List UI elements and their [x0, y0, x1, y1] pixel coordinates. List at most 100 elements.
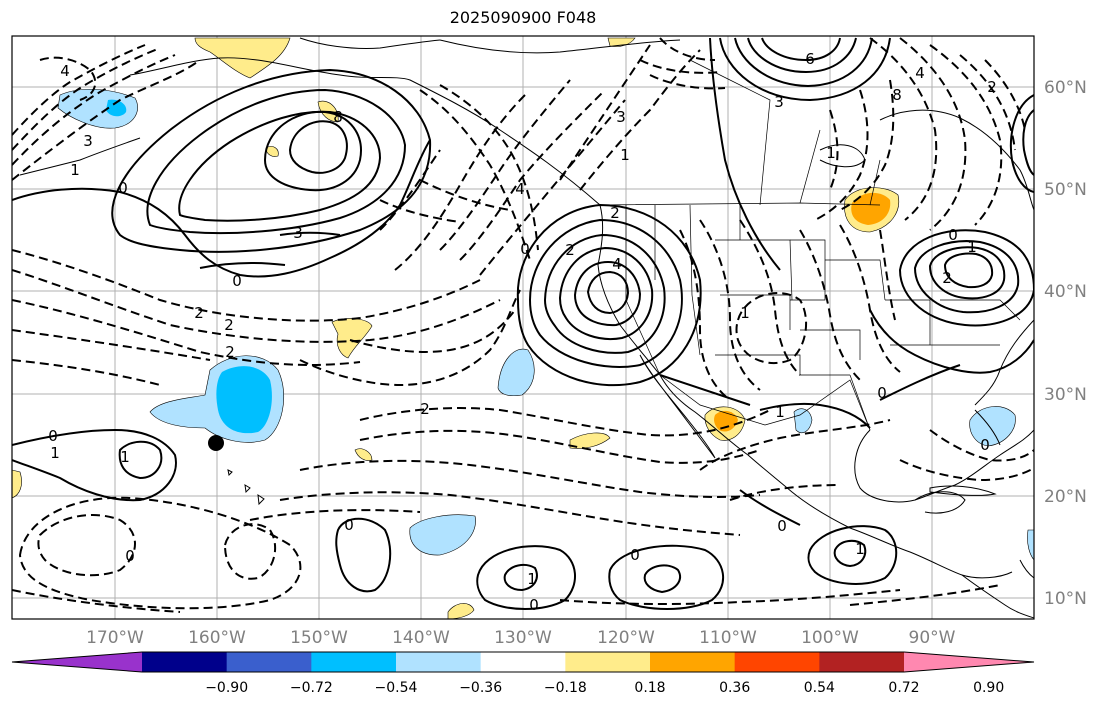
alaska-coast [129, 57, 601, 206]
map-frame [11, 35, 1035, 620]
lat-label-20: 20°N [1044, 487, 1087, 507]
contour-label: 0 [630, 546, 640, 564]
shaded-anomalies [12, 37, 1034, 619]
contour-label: 0 [520, 240, 530, 258]
lon-label-100w: 100°W [801, 628, 859, 648]
sa-coast [1019, 559, 1034, 579]
dash-mexico-2 [729, 484, 841, 501]
hawaii-1 [227, 469, 233, 477]
contour-low-nw-4 [263, 110, 362, 192]
station-dot [208, 435, 224, 451]
dashed-contours [12, 37, 1034, 613]
colorbar-segment [650, 652, 736, 672]
contour-right-edge2 [1022, 109, 1034, 176]
contour-mid-3 [279, 231, 341, 236]
contour-label: 0 [125, 547, 135, 565]
dash-central-8 [559, 44, 651, 181]
dash-mid-2a [12, 249, 481, 322]
lon-label-160w: 160°W [188, 628, 246, 648]
colorbar-segment [226, 652, 312, 672]
contour-sw-low-4 [573, 260, 642, 327]
dash-ne-4 [959, 54, 1016, 151]
contour-label: 0 [948, 226, 958, 244]
contour-label: 2 [194, 304, 204, 322]
colorbar-segment [396, 652, 482, 672]
dash-central-5 [439, 79, 571, 251]
dash-mexico-1 [699, 419, 891, 471]
shade-yellow-left [12, 469, 22, 499]
dash-central-1 [419, 89, 531, 261]
contour-ne-low-1 [898, 229, 1034, 327]
contour-1-oval2 [608, 544, 725, 610]
canada-east [879, 109, 1034, 211]
contour-label: 0 [980, 436, 990, 454]
dash-sub-5 [249, 509, 421, 521]
colorbar-tick-label: −0.18 [544, 680, 587, 696]
dash-ne-3 [929, 44, 1003, 226]
contour-label: 4 [515, 180, 525, 198]
dash-us-loop [735, 291, 808, 365]
dash-top-1 [639, 59, 721, 74]
contour-label: 6 [805, 50, 815, 68]
colorbar-segment [565, 652, 651, 672]
contour-sw-low-3 [558, 246, 654, 340]
contour-label: 2 [987, 78, 997, 96]
central-am [961, 574, 1034, 619]
contour-sw-low-5 [586, 270, 630, 315]
contour-label: 0 [777, 517, 787, 535]
contour-e-0b [879, 364, 961, 401]
lon-label-90w: 90°W [909, 628, 956, 648]
colorbar-extend-max [904, 652, 1034, 672]
dash-mid-2e [12, 359, 161, 386]
dash-ne-8 [829, 109, 839, 191]
dash-mid-2d [12, 329, 211, 361]
chart-title: 2025090900 F048 [449, 8, 597, 27]
dash-nw-1 [12, 59, 201, 181]
shade-blue-gulf [793, 408, 813, 433]
dash-mid-3 [299, 289, 521, 387]
shade-cyan-nw [106, 99, 127, 117]
dash-sub-4 [279, 491, 741, 536]
florida [974, 409, 1001, 446]
dash-central-6 [394, 94, 526, 271]
dash-us-4 [799, 229, 861, 381]
colorbar: −0.90 −0.72 −0.54 −0.36 −0.18 0.18 0.36 0.54 0.7… [11, 651, 1035, 696]
contour-label: 0 [344, 516, 354, 534]
lon-label-170w: 170°W [86, 628, 144, 648]
contour-low-nw-3 [178, 110, 382, 222]
dash-central-2 [439, 84, 539, 251]
contour-ne-low-2 [913, 240, 1020, 314]
contour-label: 1 [120, 448, 130, 466]
shade-yellow-tiny [354, 448, 373, 461]
canada-north [439, 39, 681, 54]
contour-sw-low-2 [543, 233, 666, 354]
lon-label-130w: 130°W [494, 628, 552, 648]
contour-label: 8 [892, 86, 902, 104]
contour-label: 0 [232, 272, 242, 290]
contour-label: 3 [293, 224, 303, 242]
contour-sw-arc [659, 374, 751, 406]
dash-alaska-2 [379, 199, 461, 223]
shade-blue-right [1027, 529, 1034, 561]
contour-right-edge [1009, 94, 1034, 193]
colorbar-tick-label: 0.54 [804, 680, 835, 696]
dash-us-2 [739, 219, 801, 376]
contour-label: 1 [70, 161, 80, 179]
dash-nw-2 [12, 54, 176, 166]
colorbar-tick-label: 0.18 [634, 680, 665, 696]
contour-label: 1 [740, 304, 750, 322]
colorbar-segment [142, 652, 228, 672]
dash-sw-loop [37, 514, 136, 577]
lon-label-110w: 110°W [699, 628, 757, 648]
contour-sw-1 [118, 440, 163, 480]
dash-sub-1 [359, 407, 771, 437]
contour-sw-0 [12, 428, 177, 502]
dash-bottom-3 [849, 584, 1001, 606]
contour-label: 4 [915, 64, 925, 82]
dash-bottom-2 [559, 589, 901, 606]
lat-label-30: 30°N [1044, 385, 1087, 405]
dash-top-3 [659, 37, 716, 61]
colorbar-tick-label: −0.72 [290, 680, 333, 696]
contour-label: 1 [620, 146, 630, 164]
east-coast [974, 319, 1034, 406]
